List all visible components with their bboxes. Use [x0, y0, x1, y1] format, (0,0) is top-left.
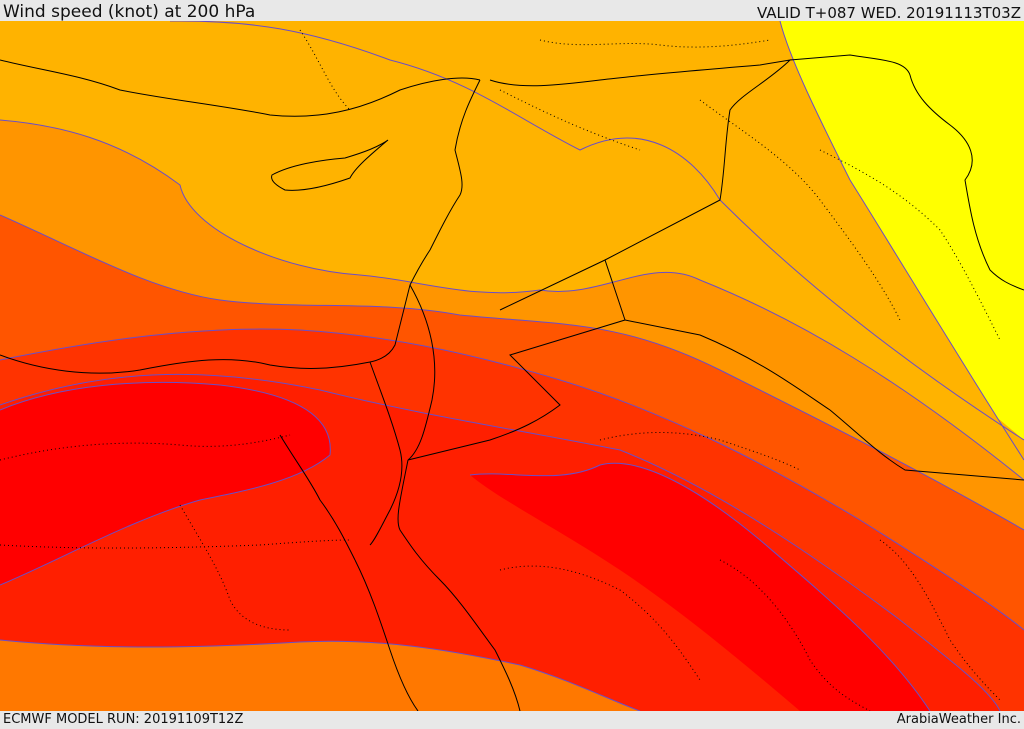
egypt-coast: [0, 354, 371, 374]
wind-speed-map: [0, 21, 1024, 711]
syria-border: [489, 59, 792, 261]
contour-line: [0, 373, 1001, 711]
province-border: [539, 39, 771, 48]
red-sea-east: [397, 459, 521, 711]
suez-sinai: [369, 361, 403, 546]
contour-lines: [0, 21, 1024, 711]
gulf-of-suez: [279, 434, 356, 561]
province-border: [499, 565, 701, 681]
contour-line: [0, 119, 1024, 481]
contour-line: [170, 21, 1024, 441]
model-run-label: ECMWF MODEL RUN: 20191109T12Z: [3, 712, 244, 727]
map-canvas: [0, 21, 1024, 711]
band-fill-9b: [470, 463, 930, 711]
contour-line: [779, 21, 1024, 461]
contour-line: [0, 639, 641, 711]
contour-line: [0, 214, 1024, 531]
syria-iraq-border: [624, 319, 1024, 481]
contour-line: [0, 328, 1024, 631]
province-border: [699, 99, 901, 321]
footer-bar: ECMWF MODEL RUN: 20191109T12Z ArabiaWeat…: [0, 711, 1024, 729]
credit-label: ArabiaWeather Inc.: [896, 712, 1021, 727]
band-fill-9a: [0, 382, 331, 585]
borders: [0, 54, 1024, 711]
red-sea-west: [354, 559, 419, 711]
cyprus-outline: [271, 139, 389, 191]
province-border: [819, 149, 1001, 341]
header-bar: Wind speed (knot) at 200 hPa VALID T+087…: [0, 0, 1024, 22]
levant-coast: [369, 79, 481, 363]
province-border: [0, 539, 351, 549]
jordan-border: [407, 259, 626, 461]
band-fill-low: [0, 640, 640, 711]
province-borders: [0, 29, 1001, 711]
turkey-coast: [0, 59, 481, 117]
valid-time-label: VALID T+087 WED. 20191113T03Z: [756, 4, 1021, 22]
province-border: [719, 559, 871, 711]
contour-line: [0, 381, 331, 586]
band-fill-2: [780, 21, 1024, 460]
map-title: Wind speed (knot) at 200 hPa: [3, 2, 256, 22]
iraq-iran-border: [789, 54, 1024, 291]
contour-line: [469, 462, 931, 711]
